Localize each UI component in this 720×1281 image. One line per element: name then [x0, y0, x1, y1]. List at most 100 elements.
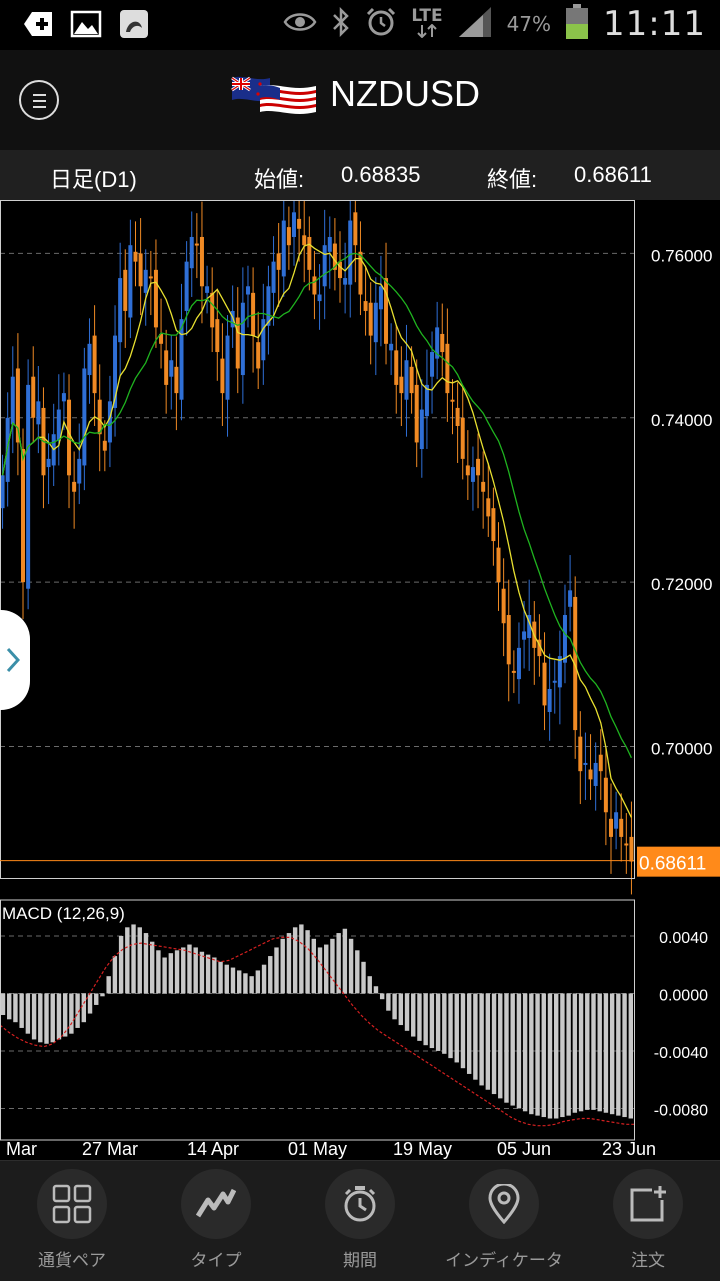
macd-axis-label: -0.0080 [654, 1102, 708, 1119]
nav-chart-type[interactable]: タイプ [144, 1161, 288, 1281]
price-chart[interactable]: MACD (12,26,9) 0.76000 0.74000 0.72000 0.70… [0, 200, 720, 1160]
macd-histogram-bar [199, 951, 205, 994]
macd-histogram-bar [603, 993, 609, 1113]
nav-period[interactable]: 期間 [288, 1161, 432, 1281]
macd-histogram-bar [205, 954, 211, 994]
macd-histogram-bar [454, 993, 459, 1063]
macd-histogram-bar [75, 993, 80, 1028]
menu-button[interactable] [19, 80, 59, 120]
candle-body [557, 656, 562, 688]
candle-body [82, 368, 87, 466]
candle-body [271, 261, 276, 293]
candle-body [491, 508, 496, 542]
candle-body [419, 409, 424, 450]
macd-histogram-bar [143, 933, 149, 994]
price-axis-label: 0.74000 [651, 411, 712, 430]
macd-histogram-bar [255, 970, 261, 994]
macd-histogram-bar [435, 993, 441, 1051]
macd-histogram-bar [156, 950, 161, 994]
candle-body [430, 352, 435, 377]
nav-order[interactable]: 注文 [576, 1161, 720, 1281]
nav-currency-pair[interactable]: 通貨ペア [0, 1161, 144, 1281]
candle-body [77, 458, 82, 484]
candle-body [61, 393, 66, 402]
candle-body [210, 292, 215, 328]
macd-histogram-bar [193, 947, 198, 994]
axes: 0.76000 0.74000 0.72000 0.70000 0.68611 0.004… [0, 200, 720, 1159]
macd-histogram-bar [373, 986, 379, 994]
candle-body [123, 269, 128, 311]
candle-body [107, 401, 112, 443]
macd-axis-label: 0.0040 [659, 930, 708, 947]
nav-label: タイプ [190, 1251, 242, 1271]
x-axis-label: 14 Apr [187, 1139, 239, 1159]
macd-histogram-bar [87, 993, 93, 1014]
candle-body [184, 261, 189, 311]
status-right-icons: LTE 47% 11:11 [283, 4, 706, 44]
candle-body [113, 335, 118, 408]
candle-body [363, 301, 368, 311]
menu-icon [33, 94, 46, 96]
candle-body [266, 286, 271, 326]
candle-body [21, 449, 26, 583]
candles [0, 200, 634, 895]
candle-body [516, 647, 521, 680]
candle-body [0, 475, 5, 509]
macd-histogram-bar [292, 927, 298, 994]
macd-histogram-bar [510, 993, 515, 1106]
macd-histogram-bar [268, 956, 273, 994]
candle-body [133, 251, 138, 262]
grid-icon [37, 1169, 107, 1239]
side-panel-handle[interactable] [0, 610, 30, 710]
macd-title: MACD (12,26,9) [2, 904, 125, 923]
macd-histogram-bar [597, 993, 602, 1112]
open-label: 始値: [254, 167, 305, 192]
nav-label: 期間 [343, 1251, 377, 1271]
eye-icon [283, 9, 317, 39]
candle-body [373, 302, 378, 343]
macd-histogram-bar [566, 993, 571, 1116]
macd-histogram-bar [355, 950, 360, 994]
fast-moving-average-line [1, 243, 632, 818]
candle-body [153, 269, 158, 328]
macd-axis-label: -0.0040 [654, 1045, 708, 1062]
nav-indicator[interactable]: インディケータ [432, 1161, 576, 1281]
macd-histogram-bar [125, 927, 130, 994]
candle-body [476, 458, 481, 476]
macd-histogram-bar [386, 993, 391, 1011]
candle-body [312, 276, 317, 295]
candle-body [552, 680, 557, 683]
candle-body [302, 235, 307, 246]
macd-histogram-bar [560, 993, 565, 1118]
macd-panel: MACD (12,26,9) [0, 904, 634, 1127]
candle-body [501, 588, 506, 624]
macd-histogram-bar [118, 935, 124, 994]
macd-histogram-bar [280, 938, 285, 994]
macd-histogram-bar [236, 970, 242, 994]
candle-body [583, 762, 588, 765]
candle-body [445, 343, 450, 394]
candle-body [138, 253, 143, 287]
candle-body [281, 220, 286, 277]
macd-axis-label: 0.0000 [659, 987, 708, 1004]
candle-body [343, 278, 348, 285]
macd-histogram-bar [100, 993, 105, 997]
macd-histogram-bar [286, 933, 292, 994]
status-left-icons [22, 8, 150, 40]
macd-panel-frame [0, 899, 635, 1141]
bottom-navigation: 通貨ペア タイプ 期間 インディケータ 注文 [0, 1160, 720, 1281]
macd-histogram-bar [367, 976, 372, 994]
x-axis-label: 23 Jun [602, 1139, 656, 1159]
candle-body [506, 615, 511, 665]
macd-histogram-bar [379, 993, 385, 1000]
chart-area[interactable]: MACD (12,26,9) 0.76000 0.74000 0.72000 0.70… [0, 200, 720, 1160]
x-axis-label: 19 May [393, 1139, 452, 1159]
menu-icon-line [33, 100, 46, 102]
candle-body [338, 261, 343, 279]
macd-histogram-bar [609, 993, 615, 1115]
candle-body [220, 358, 225, 394]
price-axis-label: 0.76000 [651, 246, 712, 265]
candle-body [598, 754, 603, 772]
candle-body [440, 333, 445, 353]
macd-histogram-bar [50, 993, 55, 1043]
